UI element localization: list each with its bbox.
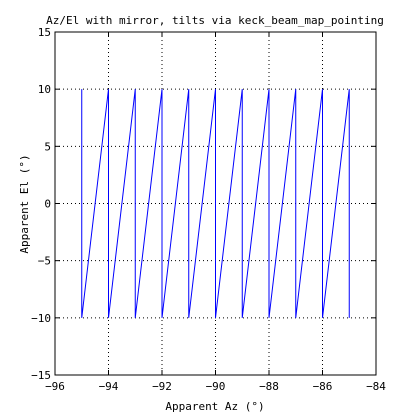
- y-tick-labels: −15 −10 −5 0 5 10 15: [31, 26, 51, 382]
- y-tick-label: 0: [44, 198, 51, 211]
- x-tick-label: −94: [99, 380, 119, 393]
- ticks: [54, 31, 377, 376]
- x-axis-label: Apparent Az (°): [165, 400, 264, 413]
- chart-title: Az/El with mirror, tilts via keck_beam_m…: [46, 14, 384, 27]
- y-tick-label: −15: [31, 369, 51, 382]
- y-tick-label: 5: [44, 140, 51, 153]
- x-tick-label: −92: [152, 380, 172, 393]
- y-tick-label: −10: [31, 312, 51, 325]
- series-layer: [81, 89, 350, 318]
- x-tick-label: −90: [206, 380, 226, 393]
- y-tick-label: 15: [38, 26, 51, 39]
- x-tick-label: −84: [366, 380, 386, 393]
- series-line: [81, 89, 350, 318]
- y-axis-label: Apparent El (°): [18, 154, 31, 253]
- x-tick-label: −86: [313, 380, 333, 393]
- x-tick-labels: −96 −94 −92 −90 −88 −86 −84: [45, 380, 386, 393]
- x-tick-label: −88: [259, 380, 279, 393]
- y-tick-label: 10: [38, 83, 51, 96]
- x-tick-label: −96: [45, 380, 65, 393]
- y-tick-label: −5: [38, 255, 51, 268]
